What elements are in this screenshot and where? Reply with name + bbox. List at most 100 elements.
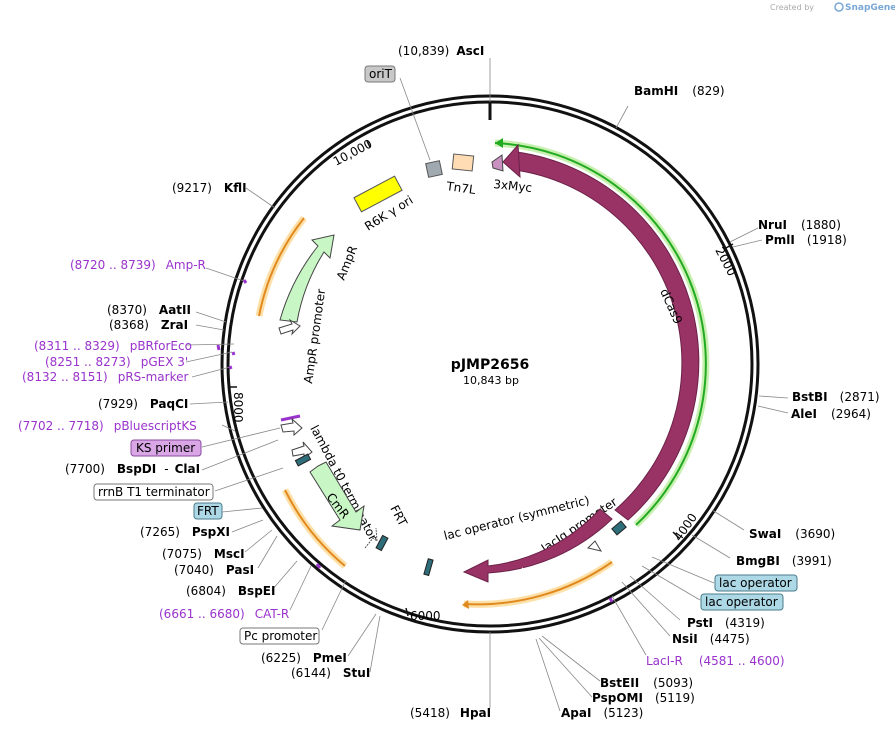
frt-upper-feature	[294, 453, 312, 467]
leader-lines	[185, 58, 789, 712]
site-position: (2964)	[831, 407, 871, 421]
boxed-labels: oriT KS primer rrnB T1 terminator FRT la…	[93, 65, 798, 645]
site-position: (2871)	[840, 390, 880, 404]
tn7l-feature	[451, 153, 475, 172]
tick-marks	[230, 140, 734, 617]
site-name: NruI	[758, 218, 787, 232]
site-name: NsiI	[672, 632, 698, 646]
primer-range: (4581 .. 4600)	[699, 654, 785, 668]
restriction-site[interactable]: SwaI (3690)	[749, 527, 835, 541]
site-name: PasI	[226, 563, 254, 577]
site-position: (9217)	[172, 181, 212, 195]
box-text: lac operator	[719, 576, 792, 590]
site-name: KflI	[224, 181, 247, 195]
site-name: PspXI	[192, 525, 230, 539]
site-position: (6804)	[186, 584, 226, 598]
restriction-site[interactable]: (9217) KflI	[172, 181, 247, 195]
primer-label[interactable]: (8251 .. 8273) pGEX 3'	[45, 355, 188, 369]
dcas9-arrowhead	[502, 143, 521, 179]
cmr-arrow	[309, 461, 365, 531]
primer-name: LacI-R	[646, 654, 683, 668]
site-position: (5418)	[410, 706, 450, 720]
site-name: BspEI	[238, 584, 276, 598]
restriction-site[interactable]: (7700) BspDI - ClaI	[65, 462, 200, 476]
primer-name: CAT-R	[255, 607, 290, 621]
restriction-site[interactable]: (7929) PaqCI	[98, 397, 188, 411]
restriction-site[interactable]: (8368) ZraI	[109, 318, 188, 332]
site-position: (7075)	[162, 547, 202, 561]
site-position: (3690)	[795, 527, 835, 541]
site-name: AleI	[791, 407, 817, 421]
restriction-site[interactable]: NsiI (4475)	[672, 632, 750, 646]
primer-label[interactable]: LacI-R (4581 .. 4600)	[646, 654, 785, 668]
site-position: (8370)	[107, 303, 147, 317]
lac-operator-small-feature	[423, 558, 434, 577]
frt-boxed-label[interactable]: FRT	[193, 502, 223, 520]
primer-range: (8251 .. 8273)	[45, 355, 131, 369]
primer-range: (8132 .. 8151)	[22, 370, 108, 384]
restriction-site[interactable]: BstEII (5093)	[600, 676, 693, 690]
site-name: PspOMI	[592, 691, 643, 705]
orit-boxed-label[interactable]: oriT	[364, 65, 396, 83]
primer-label[interactable]: (8132 .. 8151) pRS-marker	[22, 370, 188, 384]
site-name: ApaI	[561, 706, 591, 720]
restriction-site[interactable]: PstI (4319)	[687, 616, 765, 630]
restriction-site[interactable]: (7075) MscI	[162, 547, 245, 561]
primer-label[interactable]: (8720 .. 8739) Amp-R	[70, 258, 206, 272]
restriction-site[interactable]: (6804) BspEI	[186, 584, 275, 598]
ampr-arrow	[279, 234, 335, 323]
3xmyc-feature	[491, 154, 504, 172]
site-name: PmlI	[765, 233, 795, 247]
restriction-site[interactable]: BmgBI (3991)	[736, 554, 832, 568]
restriction-site[interactable]: (6144) StuI	[291, 666, 370, 680]
r6k-ori-feature	[353, 175, 403, 213]
primer-name: pGEX 3'	[141, 355, 188, 369]
restriction-site[interactable]: BstBI (2871)	[792, 390, 880, 404]
lac-operator-boxed-label[interactable]: lac operator	[700, 593, 784, 611]
snapgene-logo-icon	[834, 2, 844, 12]
restriction-site[interactable]: PspOMI (5119)	[592, 691, 695, 705]
primer-label[interactable]: (7702 .. 7718) pBluescriptKS	[18, 419, 197, 433]
primer-label[interactable]: (6661 .. 6680) CAT-R	[159, 607, 289, 621]
laci-orange-arrowhead	[462, 600, 469, 609]
snapgene-brand: SnapGene	[845, 3, 895, 13]
restriction-site[interactable]: (5418) HpaI	[410, 706, 491, 720]
restriction-site[interactable]: PmlI (1918)	[765, 233, 847, 247]
box-text: rrnB T1 terminator	[98, 485, 210, 499]
site-name: PaqCI	[150, 397, 188, 411]
restriction-site[interactable]: AleI (2964)	[791, 407, 871, 421]
primer-range: (7702 .. 7718)	[18, 419, 104, 433]
ampr-orange-line	[258, 217, 305, 317]
restriction-site[interactable]: (7265) PspXI	[140, 525, 230, 539]
3xmyc-label: 3xMyc	[493, 177, 533, 195]
site-position: (4319)	[725, 616, 765, 630]
restriction-site[interactable]: NruI (1880)	[758, 218, 841, 232]
primer-name: Amp-R	[166, 258, 206, 272]
site-position: (829)	[692, 84, 724, 98]
restriction-site[interactable]: (6225) PmeI	[261, 651, 347, 665]
restriction-site[interactable]: (10,839) AscI	[398, 44, 484, 58]
rrnb-terminator-boxed-label[interactable]: rrnB T1 terminator	[93, 483, 214, 501]
restriction-site[interactable]: ApaI (5123)	[561, 706, 643, 720]
site-position: (6225)	[261, 651, 301, 665]
site-name: BstEII	[600, 676, 639, 690]
site-position: (7040)	[174, 563, 214, 577]
primer-label[interactable]: (8311 .. 8329) pBRforEco	[34, 339, 192, 353]
ampr-label: AmpR	[334, 244, 360, 282]
ks-primer-boxed-label[interactable]: KS primer	[130, 439, 202, 457]
site-name: BstBI	[792, 390, 828, 404]
restriction-sites: (10,839) AscI BamHI (829) NruI (1880) PmlI (…	[65, 44, 880, 720]
site-name: MscI	[214, 547, 245, 561]
restriction-site[interactable]: (7040) PasI	[174, 563, 254, 577]
site-position: (5093)	[653, 676, 693, 690]
pc-promoter-boxed-label[interactable]: Pc promoter	[239, 627, 320, 645]
site-name: SwaI	[749, 527, 781, 541]
primer-range: (8720 .. 8739)	[70, 258, 156, 272]
restriction-site[interactable]: BamHI (829)	[634, 84, 725, 98]
primer-name: pBRforEco	[130, 339, 192, 353]
laciq-promoter-arrow	[587, 540, 603, 552]
restriction-site[interactable]: (8370) AatII	[107, 303, 191, 317]
lac-operator-boxed-label[interactable]: lac operator	[714, 574, 798, 592]
site-name: PmeI	[313, 651, 347, 665]
box-text: lac operator	[705, 595, 778, 609]
